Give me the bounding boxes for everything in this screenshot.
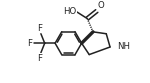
Text: O: O <box>98 1 105 10</box>
Text: HO: HO <box>63 7 76 16</box>
Text: F: F <box>38 24 42 33</box>
Text: F: F <box>38 54 42 63</box>
Text: NH: NH <box>117 42 130 51</box>
Text: F: F <box>27 39 32 48</box>
